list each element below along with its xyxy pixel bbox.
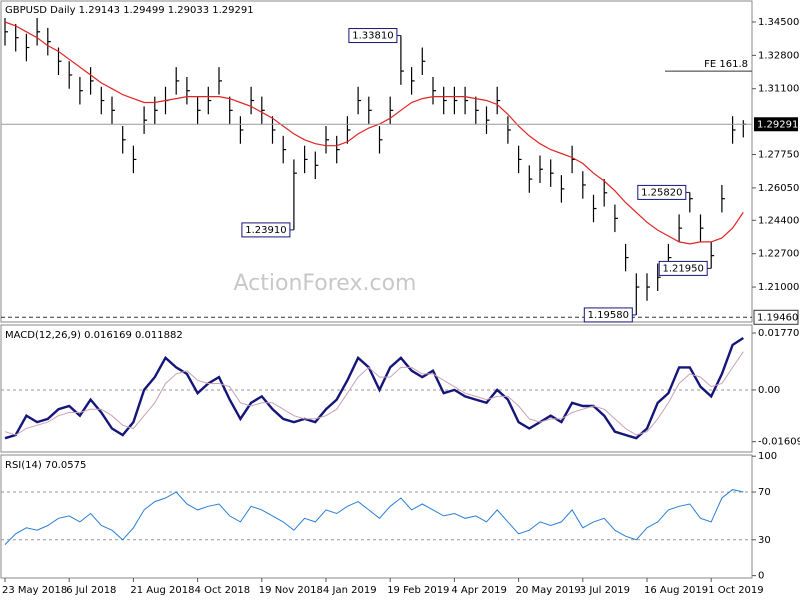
y-tick-label: 1.22700 xyxy=(758,249,799,260)
y-tick-label: 0 xyxy=(758,571,764,582)
x-tick-label: 6 Jul 2018 xyxy=(66,585,116,596)
annotation-label: 1.23910 xyxy=(245,225,286,236)
watermark: ActionForex.com xyxy=(234,271,417,296)
x-tick-label: 4 Jan 2019 xyxy=(323,585,377,596)
y-tick-label: 1.26050 xyxy=(758,183,799,194)
y-tick-label: 30 xyxy=(758,535,771,546)
annotation-label: 1.19580 xyxy=(588,310,629,321)
annotation-box xyxy=(241,222,291,238)
annotation-label: 1.33810 xyxy=(352,31,393,42)
y-tick-label: 100 xyxy=(758,451,777,462)
last-price-label: 1.29291 xyxy=(757,119,798,130)
macd-panel xyxy=(0,324,753,453)
y-tick-label: 1.31100 xyxy=(758,84,799,95)
y-tick-label: 0.00 xyxy=(758,385,780,396)
y-tick-label: 1.21000 xyxy=(758,282,799,293)
annotation-label: 1.21950 xyxy=(663,263,704,274)
panel-title: GBPUSD Daily 1.29143 1.29499 1.29033 1.2… xyxy=(5,5,254,16)
y-tick-label: 0.017705 xyxy=(758,328,800,339)
annotation-box xyxy=(658,260,708,276)
rsi-panel xyxy=(0,454,753,579)
annotation-label: 1.25820 xyxy=(641,187,682,198)
x-tick-label: 3 Jul 2019 xyxy=(580,585,630,596)
x-tick-label: 4 Oct 2018 xyxy=(195,585,250,596)
x-tick-label: 20 May 2019 xyxy=(516,585,581,596)
x-tick-label: 16 Aug 2019 xyxy=(644,585,708,596)
annotation-box xyxy=(348,28,398,44)
panel-title: RSI(14) 70.0575 xyxy=(5,460,86,471)
y-tick-label: 1.24400 xyxy=(758,215,799,226)
y-tick-label: -0.016093 xyxy=(758,437,800,448)
support-label: 1.19460 xyxy=(757,312,798,323)
y-tick-label: 70 xyxy=(758,487,771,498)
x-tick-label: 4 Apr 2019 xyxy=(451,585,506,596)
series-line xyxy=(4,351,744,436)
price-panel xyxy=(0,0,753,323)
x-tick-label: 19 Nov 2018 xyxy=(259,585,323,596)
y-tick-label: 1.27750 xyxy=(758,150,799,161)
fe-label: FE 161.8 xyxy=(704,59,748,70)
y-tick-label: 1.34500 xyxy=(758,17,799,28)
x-tick-label: 1 Oct 2019 xyxy=(708,585,763,596)
annotation-box xyxy=(637,184,687,200)
series-line xyxy=(4,489,744,545)
x-tick-label: 23 May 2018 xyxy=(2,585,67,596)
y-tick-label: 1.32800 xyxy=(758,50,799,61)
x-tick-label: 21 Aug 2018 xyxy=(130,585,194,596)
x-tick-label: 19 Feb 2019 xyxy=(387,585,449,596)
panel-title: MACD(12,26,9) 0.016169 0.011882 xyxy=(5,330,183,341)
series-line xyxy=(4,21,744,245)
support-box xyxy=(753,309,799,325)
last-price-box xyxy=(754,117,798,132)
annotation-box xyxy=(583,307,633,323)
series-line xyxy=(4,336,744,440)
